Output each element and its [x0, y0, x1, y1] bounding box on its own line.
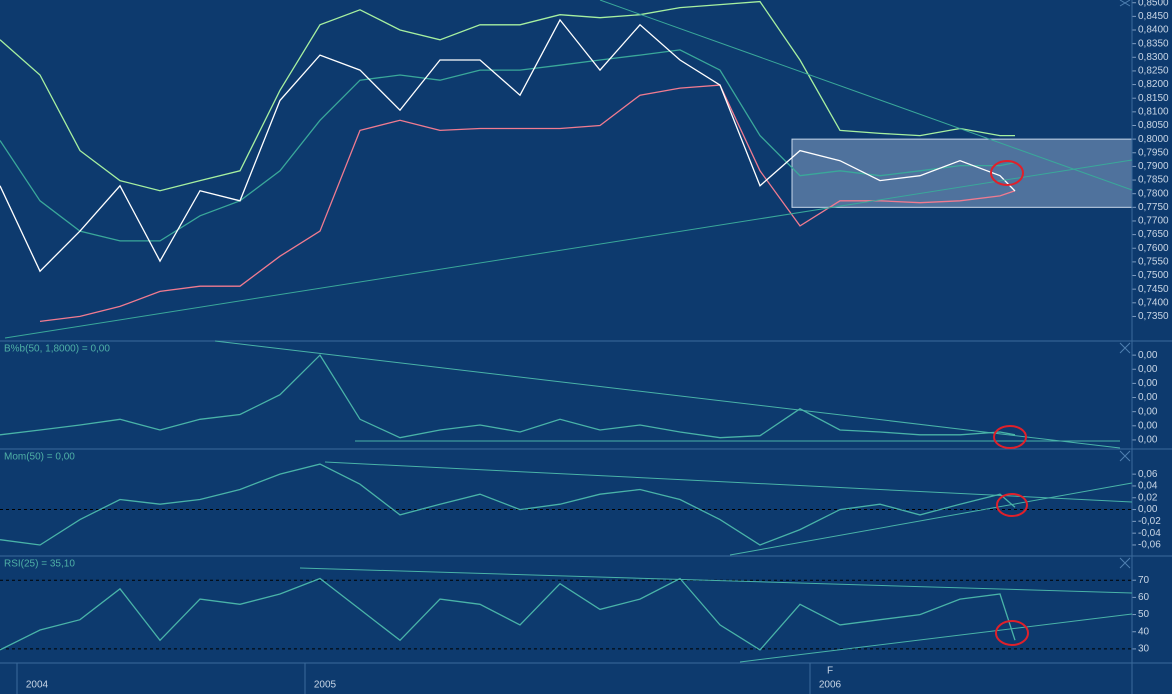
- panel-title: Mom(50) = 0,00: [4, 452, 75, 463]
- y-tick-label: 0,7950: [1138, 147, 1169, 158]
- y-tick-label: 0,7600: [1138, 243, 1169, 254]
- y-tick-label: 0,06: [1138, 469, 1158, 480]
- trend-line: [729, 482, 1133, 556]
- y-tick-label: 0,00: [1138, 350, 1158, 361]
- highlight-circle: [996, 493, 1028, 517]
- y-tick-label: 0,7700: [1138, 216, 1169, 227]
- y-tick-label: 0,00: [1138, 378, 1158, 389]
- y-tick-label: 0,7850: [1138, 175, 1169, 186]
- y-tick-label: 0,7800: [1138, 188, 1169, 199]
- y-tick-label: 0,00: [1138, 504, 1158, 515]
- range-box: [791, 138, 1133, 208]
- y-tick-label: 0,00: [1138, 420, 1158, 431]
- series-line: [0, 0, 1015, 192]
- y-tick-label: 0,7350: [1138, 311, 1169, 322]
- trend-line: [4, 159, 1133, 339]
- trend-line: [739, 613, 1133, 663]
- y-tick-label: 0,8400: [1138, 25, 1169, 36]
- y-tick-label: 0,7450: [1138, 284, 1169, 295]
- y-tick-label: 0,00: [1138, 392, 1158, 403]
- y-tick-label: -0,04: [1138, 528, 1161, 539]
- y-tick-label: 40: [1138, 626, 1150, 637]
- trend-line: [599, 0, 1133, 191]
- y-tick-label: 0,8500: [1138, 0, 1169, 8]
- y-tick-label: -0,02: [1138, 516, 1161, 527]
- panel-title: RSI(25) = 35,10: [4, 559, 75, 570]
- y-tick-label: 70: [1138, 575, 1150, 586]
- y-tick-label: 30: [1138, 644, 1150, 655]
- x-tick-label: 2004: [26, 680, 49, 691]
- panel-title: B%b(50, 1,8000) = 0,00: [4, 344, 110, 355]
- x-tick-label: 2006: [819, 680, 842, 691]
- y-tick-label: 0,8250: [1138, 66, 1169, 77]
- series-line: [0, 577, 1016, 651]
- y-tick-label: 0,02: [1138, 492, 1158, 503]
- y-tick-label: 0,7900: [1138, 161, 1169, 172]
- y-tick-label: 0,8350: [1138, 38, 1169, 49]
- trend-line: [214, 340, 1121, 449]
- y-tick-label: 0,00: [1138, 364, 1158, 375]
- highlight-circle: [993, 425, 1027, 449]
- y-tick-label: 0,7400: [1138, 297, 1169, 308]
- y-tick-label: 0,7550: [1138, 257, 1169, 268]
- y-tick-label: 0,8300: [1138, 52, 1169, 63]
- trend-line: [299, 567, 1133, 594]
- y-tick-label: 50: [1138, 609, 1150, 620]
- y-tick-label: 0,7500: [1138, 270, 1169, 281]
- series-line: [0, 354, 1016, 439]
- y-tick-label: 0,8050: [1138, 120, 1169, 131]
- y-tick-label: -0,06: [1138, 540, 1161, 551]
- y-tick-label: 0,04: [1138, 481, 1158, 492]
- y-tick-label: 0,7750: [1138, 202, 1169, 213]
- trend-line: [324, 461, 1133, 503]
- highlight-circle: [995, 620, 1029, 646]
- y-tick-label: 60: [1138, 592, 1150, 603]
- y-tick-label: 0,8450: [1138, 11, 1169, 22]
- y-tick-label: 0,00: [1138, 406, 1158, 417]
- series-line: [0, 18, 1016, 273]
- y-tick-label: 0,00: [1138, 435, 1158, 446]
- x-marker-label: F: [827, 666, 833, 677]
- series-line: [0, 463, 1016, 546]
- x-tick-label: 2005: [314, 680, 337, 691]
- y-tick-label: 0,8000: [1138, 134, 1169, 145]
- y-tick-label: 0,8100: [1138, 106, 1169, 117]
- y-tick-label: 0,8200: [1138, 79, 1169, 90]
- y-tick-label: 0,8150: [1138, 93, 1169, 104]
- panel-close-icon[interactable]: [1119, 0, 1131, 569]
- y-tick-label: 0,7650: [1138, 229, 1169, 240]
- highlight-circle: [990, 160, 1024, 186]
